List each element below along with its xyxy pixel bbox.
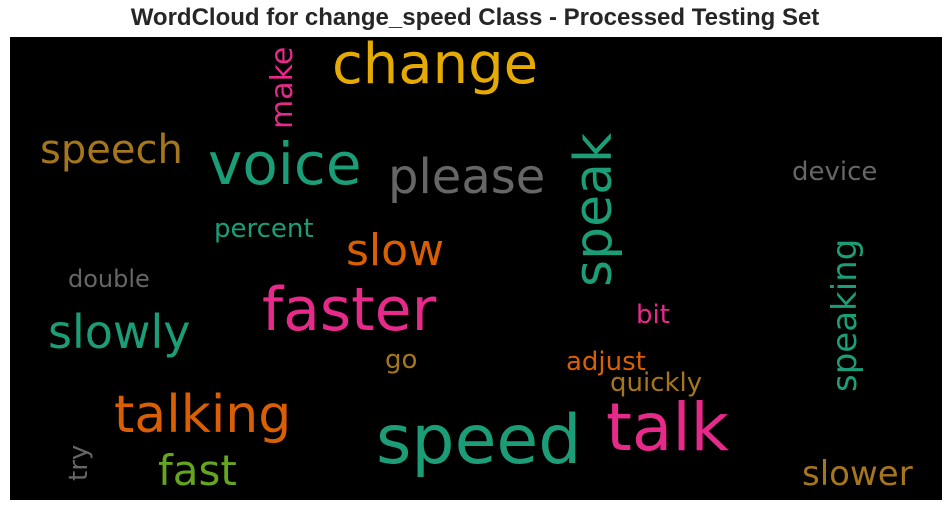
word-make: make <box>265 46 300 129</box>
word-slowly: slowly <box>48 305 191 359</box>
word-slow: slow <box>346 225 445 276</box>
word-adjust: adjust <box>566 347 646 377</box>
word-fast: fast <box>158 446 237 495</box>
word-speed: speed <box>376 401 582 480</box>
word-device: device <box>792 157 878 187</box>
word-faster: faster <box>262 275 437 345</box>
wordcloud-canvas: change make speech voice please speak device pe… <box>10 37 942 500</box>
chart-title: WordCloud for change_speed Class - Proce… <box>130 4 820 31</box>
word-please: please <box>388 149 546 205</box>
word-bit: bit <box>636 300 670 330</box>
word-speaking: speaking <box>825 238 865 392</box>
word-speech: speech <box>40 127 183 173</box>
word-talking: talking <box>114 385 292 445</box>
word-talk: talk <box>606 389 729 466</box>
word-try: try <box>64 444 94 481</box>
word-quickly: quickly <box>610 368 703 398</box>
word-change: change <box>332 37 539 97</box>
word-slower: slower <box>802 454 913 494</box>
word-go: go <box>385 345 418 375</box>
word-percent: percent <box>214 214 314 244</box>
word-double: double <box>68 265 150 293</box>
word-speak: speak <box>564 132 624 287</box>
word-voice: voice <box>208 130 362 198</box>
